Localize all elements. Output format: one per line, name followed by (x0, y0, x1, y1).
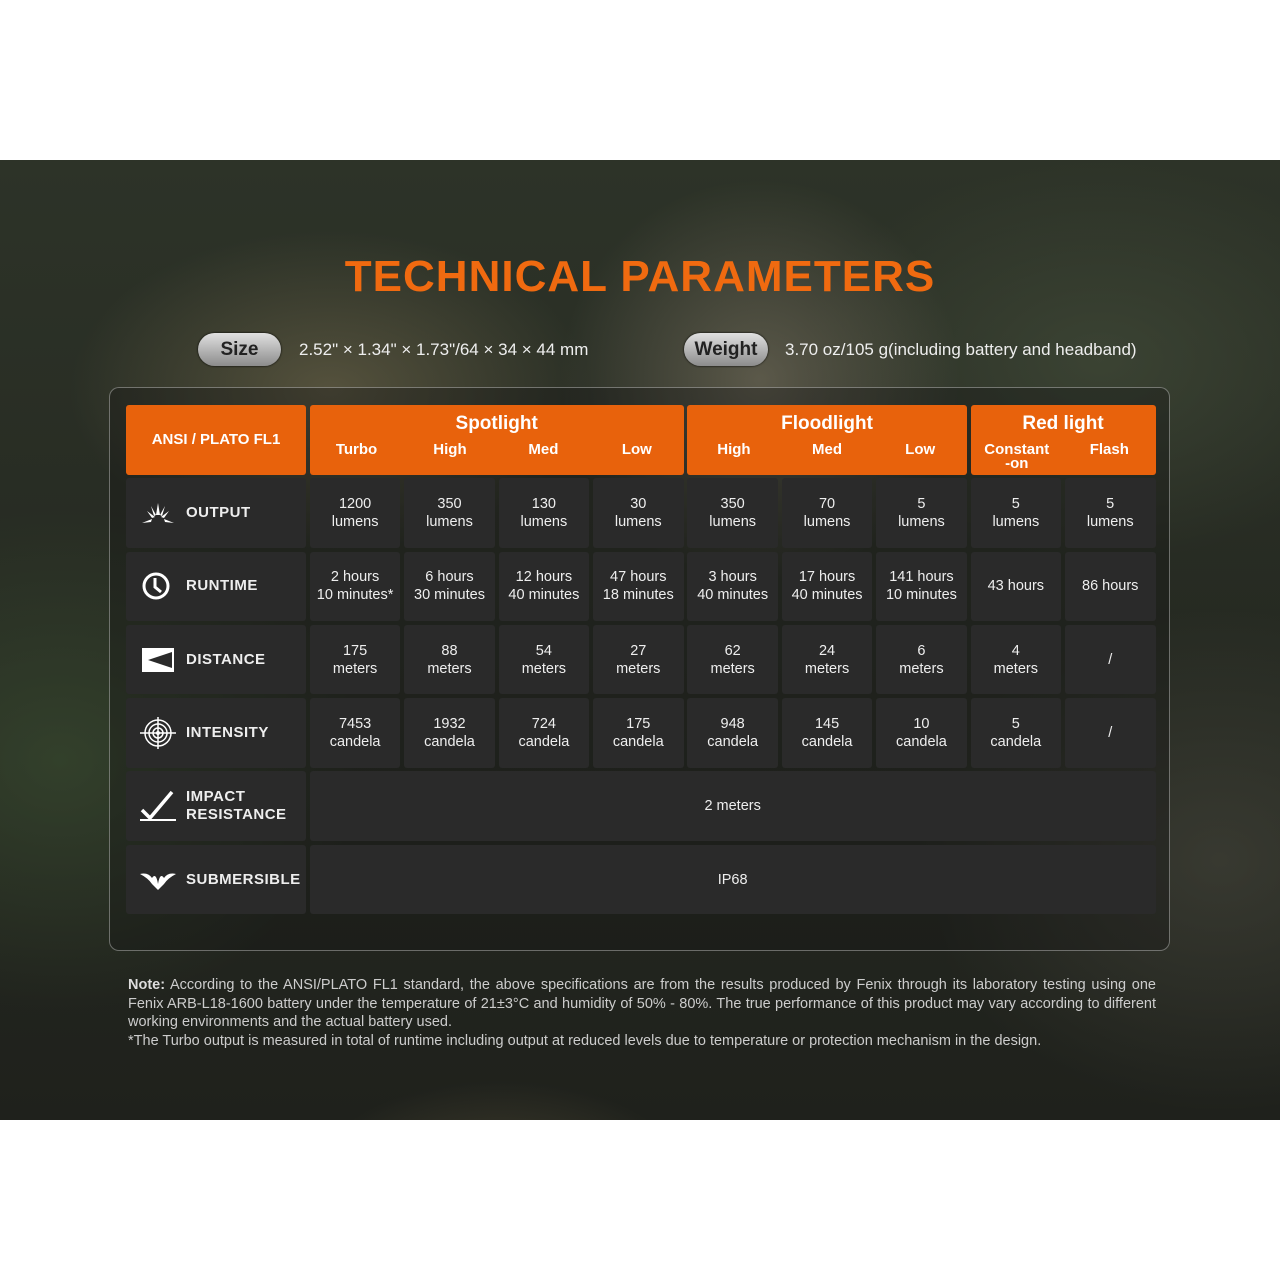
table-cell: 6 hours 30 minutes (404, 551, 495, 622)
table-cell: 62 meters (687, 624, 778, 695)
mode-label: Turbo (335, 441, 378, 458)
table-cell: 948 candela (687, 698, 778, 768)
row-label-impact-resistance: IMPACT RESISTANCE (126, 771, 306, 841)
table-cell: 7453 candela (309, 698, 401, 768)
table-cell: / (1064, 624, 1156, 695)
group-title: Red light (1022, 413, 1104, 434)
clock-icon (138, 570, 186, 602)
table-corner-header: ANSI / PLATO FL1 (126, 405, 306, 475)
beam-distance-icon (138, 644, 186, 676)
row-label-text: OUTPUT (186, 504, 251, 522)
mode-labels: Constant -on Flash (971, 441, 1156, 472)
mode-label: Low (621, 441, 652, 458)
footnote: *The Turbo output is measured in total o… (128, 1032, 1042, 1049)
table-cell: 27 meters (592, 624, 684, 695)
row-label-intensity: INTENSITY (126, 698, 306, 768)
table-cell: 5 candela (970, 698, 1062, 768)
page-title: TECHNICAL PARAMETERS (344, 252, 936, 301)
row-label-submersible: SUBMERSIBLE (126, 844, 306, 915)
table-cell: 175 candela (592, 698, 684, 768)
sunburst-icon (138, 497, 186, 529)
mode-label: High (717, 441, 751, 458)
header-group-red-light: Red light Constant -on Flash (970, 405, 1156, 475)
table-cell: 43 hours (970, 551, 1062, 622)
size-value: 2.52" × 1.34" × 1.73"/64 × 34 × 44 mm (299, 340, 589, 359)
row-label-output: OUTPUT (126, 478, 306, 548)
table-cell: 54 meters (498, 624, 590, 695)
mode-label: Med (812, 441, 843, 458)
table-cell: 1932 candela (404, 698, 495, 768)
table-cell: 88 meters (404, 624, 495, 695)
table-cell-merged: 2 meters (309, 771, 1156, 841)
mode-label: Constant -on (984, 441, 1050, 472)
table-cell: 6 meters (876, 624, 967, 695)
table-cell: 350 lumens (687, 478, 778, 548)
water-splash-icon (138, 864, 186, 896)
table-cell: 70 lumens (781, 478, 873, 548)
table-cell: 4 meters (970, 624, 1062, 695)
mode-label: High (433, 441, 467, 458)
table-cell: 5 lumens (970, 478, 1062, 548)
table-cell: 86 hours (1064, 551, 1156, 622)
table-cell: 141 hours 10 minutes (876, 551, 967, 622)
table-cell: 130 lumens (498, 478, 590, 548)
impact-check-icon (138, 790, 186, 822)
table-cell: 12 hours 40 minutes (498, 551, 590, 622)
table-cell: 17 hours 40 minutes (781, 551, 873, 622)
header-group-spotlight: Spotlight Turbo High Med Low (309, 405, 684, 475)
weight-value: 3.70 oz/105 g(including battery and head… (785, 340, 1137, 359)
note: Note: According to the ANSI/PLATO FL1 st… (128, 976, 1156, 1050)
row-label-text: DISTANCE (186, 650, 266, 668)
row-label-runtime: RUNTIME (126, 551, 306, 622)
row-label-text: IMPACT RESISTANCE (186, 788, 287, 824)
table-cell-merged: IP68 (309, 844, 1156, 915)
weight-badge: Weight (684, 333, 768, 366)
table-cell: 47 hours 18 minutes (592, 551, 684, 622)
group-title: Floodlight (781, 413, 873, 434)
table-cell: 145 candela (781, 698, 873, 768)
row-label-text: INTENSITY (186, 723, 269, 741)
mode-labels: High Med Low (687, 441, 966, 458)
table-cell: 724 candela (498, 698, 590, 768)
note-text: According to the ANSI/PLATO FL1 standard… (128, 977, 1156, 1030)
mode-label: Low (905, 441, 936, 458)
note-label: Note: (128, 977, 166, 993)
table-cell: 5 lumens (876, 478, 967, 548)
table-cell: / (1064, 698, 1156, 768)
spec-table: ANSI / PLATO FL1 Spotlight Turbo High Med Low… (126, 405, 1156, 915)
table-cell: 30 lumens (592, 478, 684, 548)
row-label-text: SUBMERSIBLE (186, 870, 301, 888)
row-label-text: RUNTIME (186, 577, 258, 595)
table-cell: 5 lumens (1064, 478, 1156, 548)
table-cell: 350 lumens (404, 478, 495, 548)
row-label-distance: DISTANCE (126, 624, 306, 695)
table-cell: 1200 lumens (309, 478, 401, 548)
table-cell: 3 hours 40 minutes (687, 551, 778, 622)
mode-label: Med (528, 441, 559, 458)
table-cell: 24 meters (781, 624, 873, 695)
table-cell: 175 meters (309, 624, 401, 695)
size-badge: Size (198, 333, 281, 366)
group-title: Spotlight (455, 413, 538, 434)
mode-label: Flash (1089, 441, 1129, 458)
header-group-floodlight: Floodlight High Med Low (687, 405, 967, 475)
target-icon (138, 716, 186, 749)
table-cell: 2 hours 10 minutes* (309, 551, 401, 622)
mode-labels: Turbo High Med Low (310, 441, 684, 458)
table-cell: 10 candela (876, 698, 967, 768)
